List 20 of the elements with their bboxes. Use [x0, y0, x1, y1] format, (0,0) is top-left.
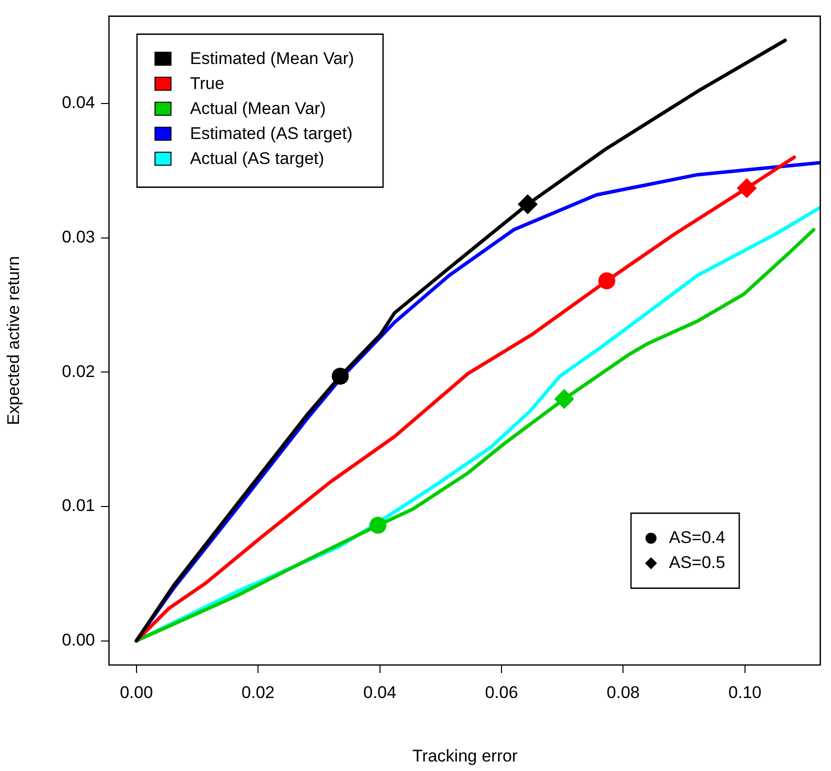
y-tick-label: 0.02 [62, 362, 95, 381]
legend-label: AS=0.4 [669, 528, 726, 547]
y-tick-label: 0.01 [62, 496, 95, 516]
legend-label: Actual (AS target) [190, 148, 324, 168]
x-tick-label: 0.02 [242, 682, 275, 702]
x-tick-label: 0.04 [363, 682, 396, 702]
legend-label: True [190, 74, 224, 93]
x-axis-title: Tracking error [412, 746, 518, 766]
x-tick-label: 0.06 [484, 682, 518, 702]
legend-label: Estimated (AS target) [190, 124, 353, 143]
legend-label: Actual (Mean Var) [190, 98, 326, 118]
y-tick-label: 0.00 [62, 630, 95, 650]
legend-label: AS=0.5 [669, 552, 726, 572]
x-tick-label: 0.08 [606, 682, 640, 702]
y-tick-label: 0.04 [62, 93, 95, 112]
y-tick-label: 0.03 [62, 228, 95, 247]
x-tick-label: 0.00 [120, 682, 153, 702]
legend-label: Estimated (Mean Var) [190, 48, 354, 68]
y-axis-title: Expected active return [4, 256, 23, 426]
x-tick-label: 0.10 [728, 682, 762, 702]
